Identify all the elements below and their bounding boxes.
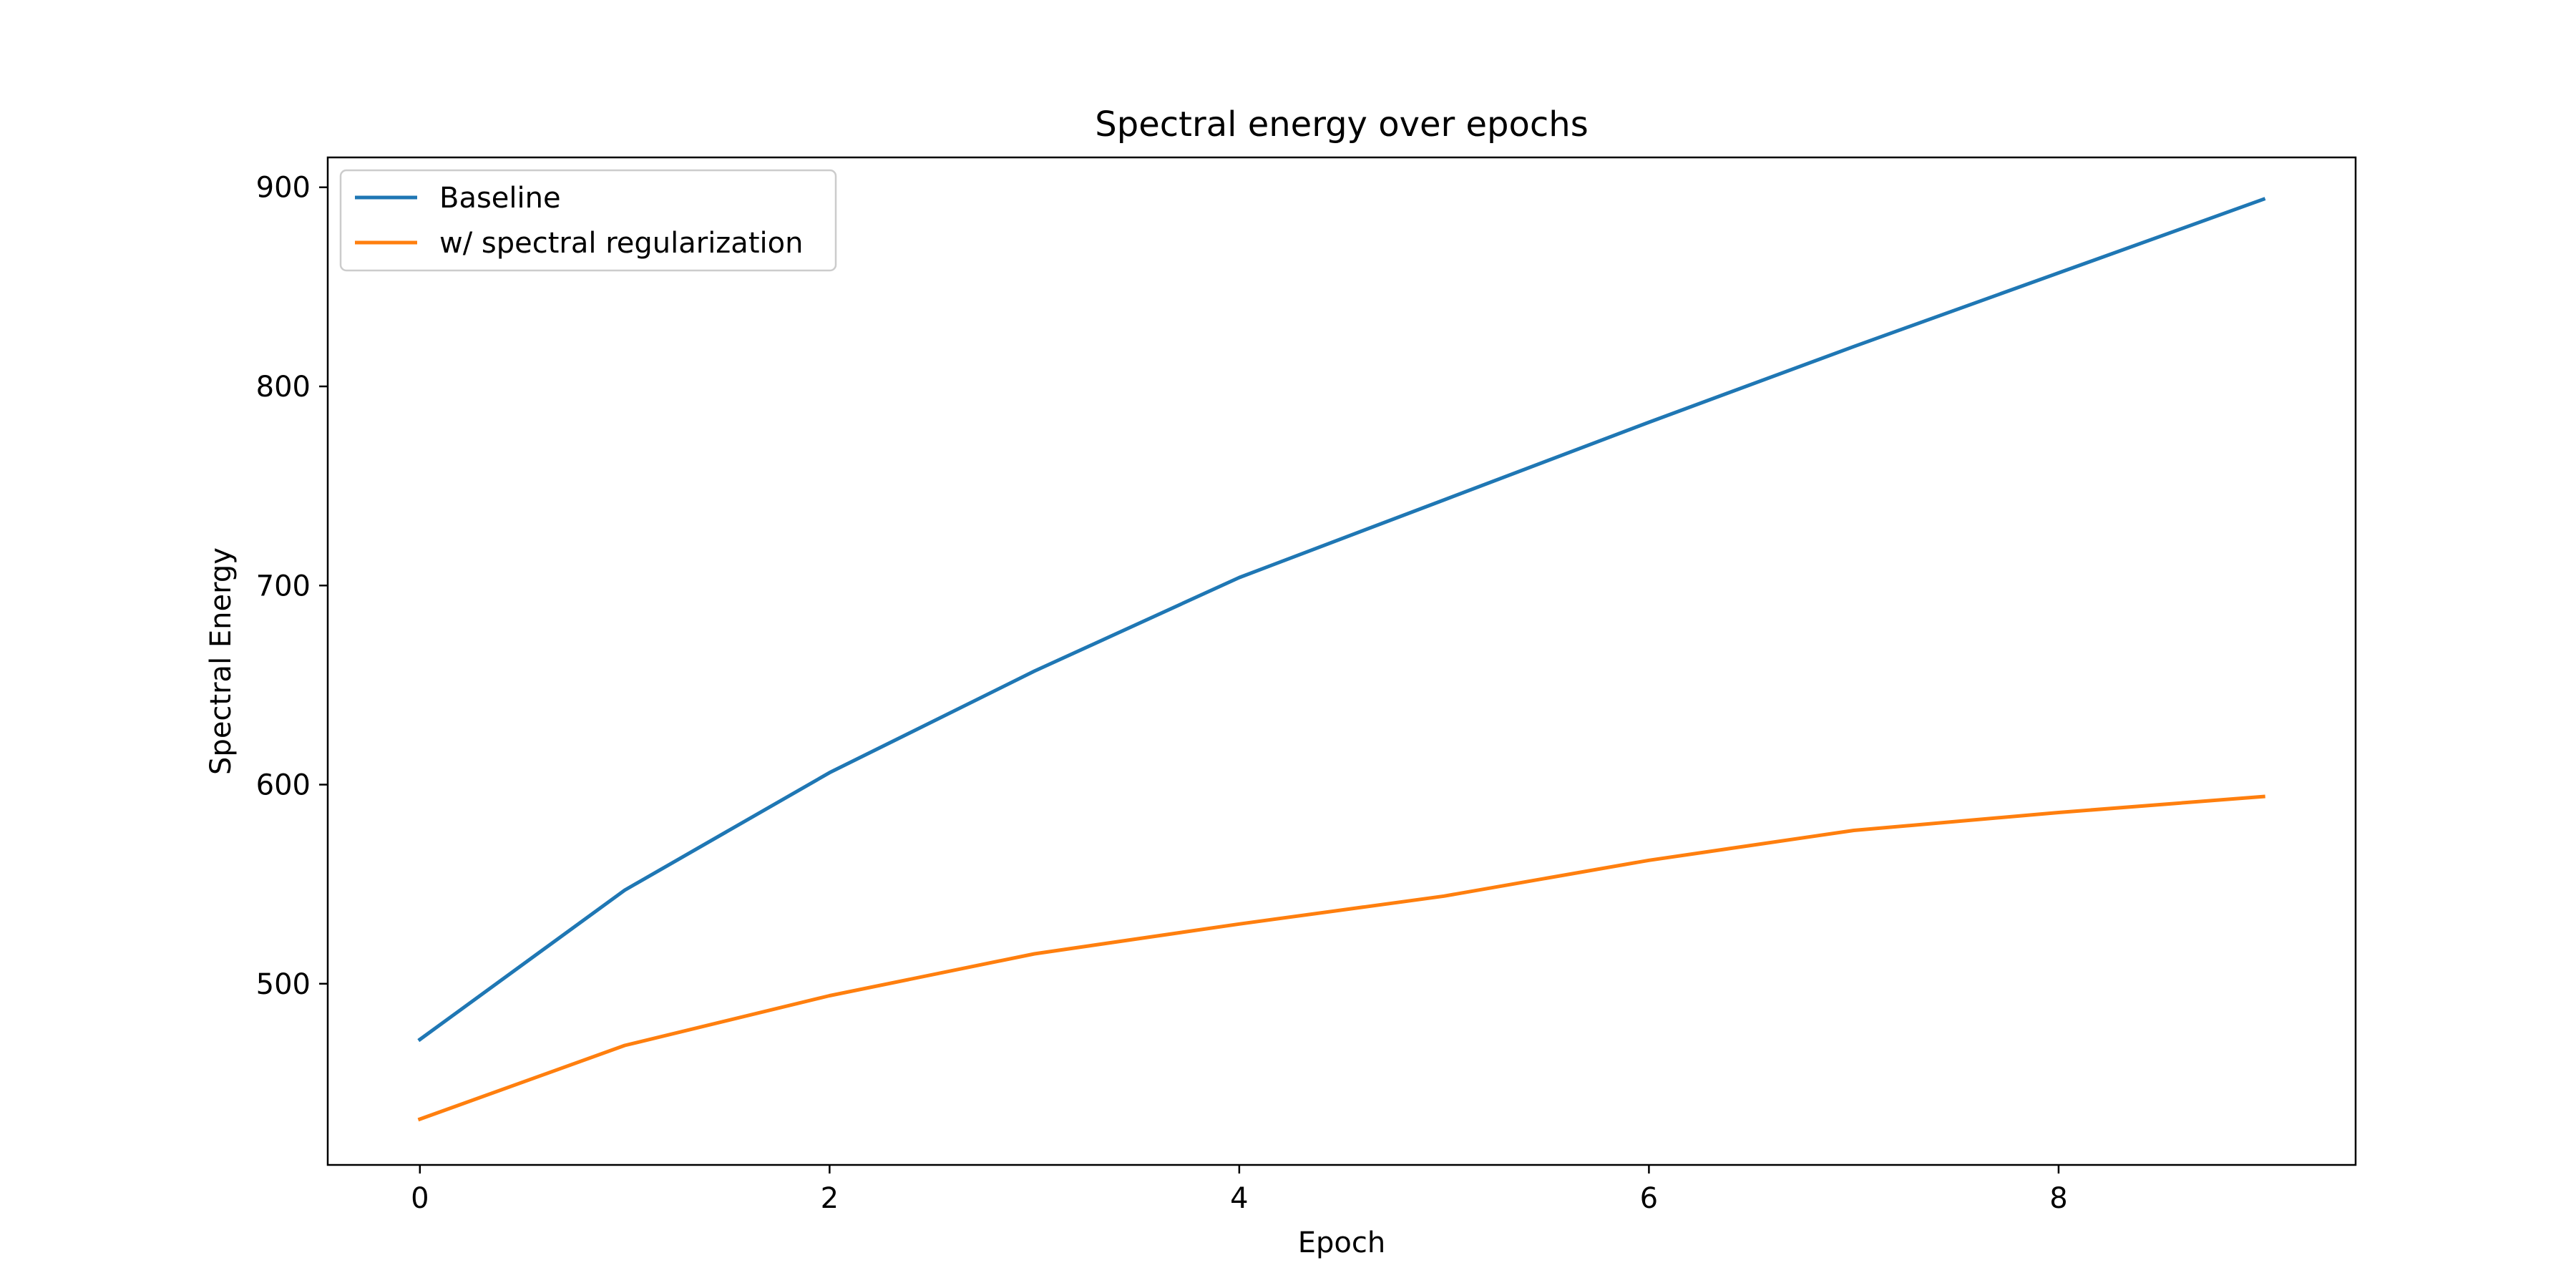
x-axis-label: Epoch [1298,1226,1385,1259]
legend-frame [339,169,837,272]
series-layer [417,197,2266,1122]
series-line-baseline [417,197,2266,1043]
legend-label-baseline: Baseline [439,182,561,215]
chart-title: Spectral energy over epochs [1095,104,1588,145]
y-tick-label: 900 [256,172,311,205]
x-tick-label: 4 [1230,1182,1248,1215]
legend-label-spectral-regularization: w/ spectral regularization [439,227,803,260]
legend: Baseline w/ spectral regularization [339,169,837,272]
y-tick-label: 700 [256,570,311,602]
x-tick-label: 6 [1640,1182,1658,1215]
y-axis: 500 600 700 800 900 [256,172,328,1001]
x-tick-label: 0 [411,1182,429,1215]
y-tick-label: 800 [256,371,311,404]
y-tick-label: 600 [256,769,311,802]
plot-area-frame [326,156,2357,1166]
y-axis-label: Spectral Energy [205,547,238,775]
x-tick-label: 2 [821,1182,839,1215]
y-tick-label: 500 [256,968,311,1001]
x-axis: 0 2 4 6 8 [411,1165,2068,1215]
series-line-w-spectral-regularization [417,794,2265,1122]
x-tick-label: 8 [2049,1182,2067,1215]
